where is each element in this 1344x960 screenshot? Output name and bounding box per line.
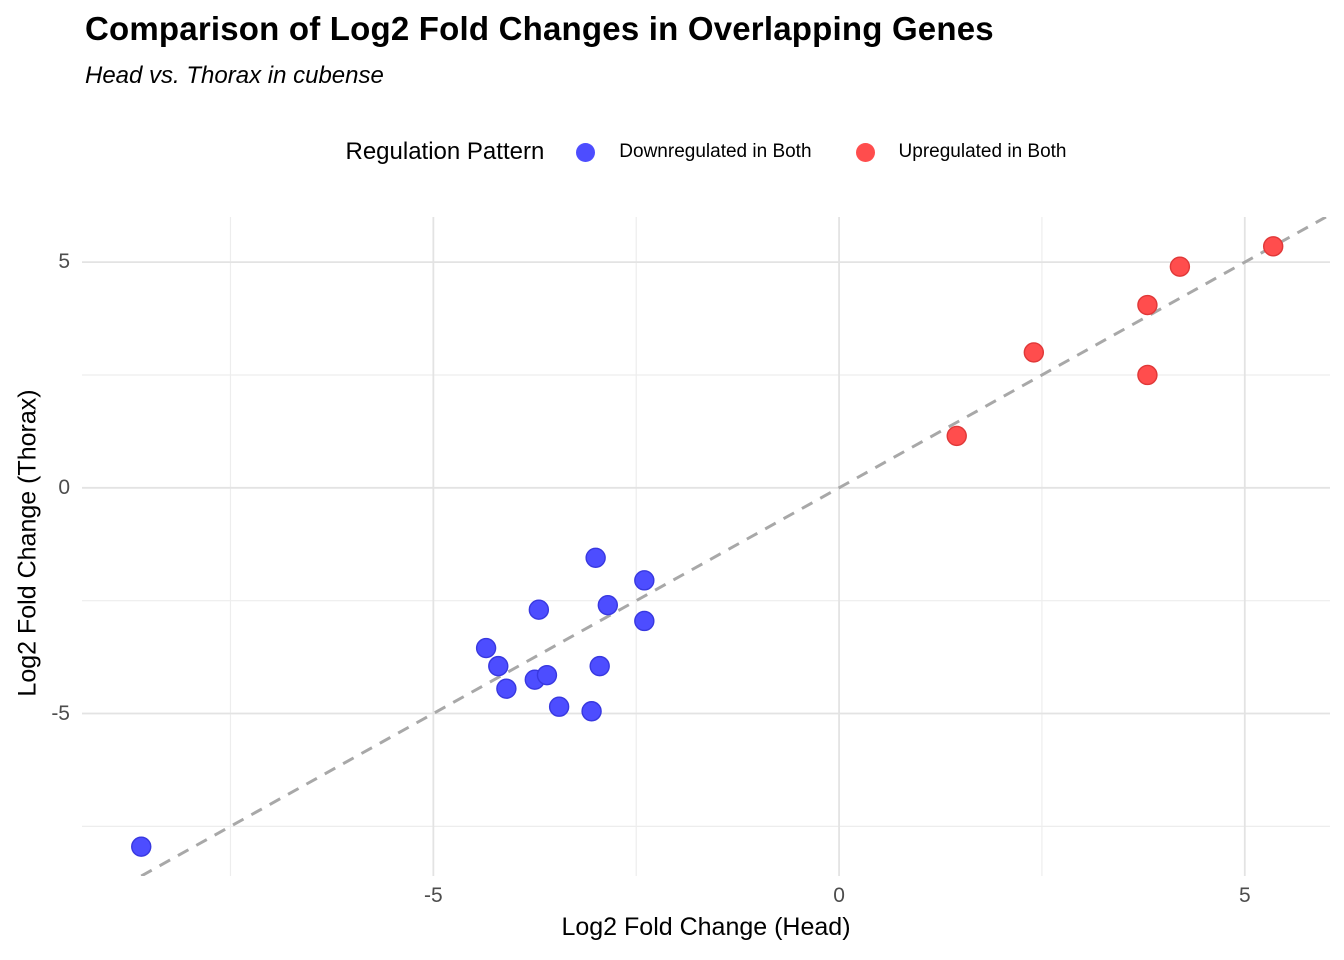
data-point-downregulated xyxy=(475,637,497,659)
data-point-downregulated xyxy=(589,655,610,677)
downregulated-point-icon xyxy=(576,142,596,162)
legend-label-upregulated: Upregulated in Both xyxy=(898,141,1067,162)
legend-title: Regulation Pattern xyxy=(345,138,545,165)
data-point-downregulated xyxy=(548,696,570,717)
data-point-downregulated xyxy=(597,594,619,616)
data-point-upregulated xyxy=(1023,342,1045,363)
data-point-downregulated xyxy=(585,547,606,568)
y-tick-label: 5 xyxy=(58,250,70,274)
data-point-upregulated xyxy=(1262,236,1284,257)
y-axis-title: Log2 Fold Change (Thorax) xyxy=(13,389,42,697)
legend-entry-upregulated: Upregulated in Both xyxy=(855,141,1067,163)
x-axis-title: Log2 Fold Change (Head) xyxy=(561,913,851,941)
x-tick-label: 5 xyxy=(1238,884,1251,907)
identity-reference-line xyxy=(140,217,1327,876)
legend-entry-downregulated: Downregulated in Both xyxy=(576,141,812,163)
chart-title: Comparison of Log2 Fold Changes in Overl… xyxy=(85,10,994,47)
legend: Regulation Pattern Downregulated in Both… xyxy=(82,132,1330,172)
chart-subtitle: Head vs. Thorax in cubense xyxy=(85,62,384,89)
upregulated-point-icon xyxy=(855,142,875,162)
scatter-plot xyxy=(82,217,1330,876)
legend-label-downregulated: Downregulated in Both xyxy=(619,141,812,162)
y-tick-label: 0 xyxy=(58,475,70,499)
data-point-downregulated xyxy=(131,836,152,857)
y-tick-label: -5 xyxy=(51,701,70,725)
x-tick-label: -5 xyxy=(424,884,443,907)
data-point-upregulated xyxy=(1137,294,1158,316)
data-point-downregulated xyxy=(634,570,655,591)
data-point-downregulated xyxy=(581,701,602,722)
data-point-upregulated xyxy=(946,425,967,447)
data-point-downregulated xyxy=(528,599,550,620)
data-point-downregulated xyxy=(536,664,558,686)
data-point-downregulated xyxy=(496,678,517,699)
x-tick-label: 0 xyxy=(833,884,845,907)
data-point-upregulated xyxy=(1169,256,1191,277)
data-point-upregulated xyxy=(1137,364,1158,386)
plot-panel xyxy=(82,217,1330,876)
data-point-downregulated xyxy=(634,610,655,632)
data-point-downregulated xyxy=(488,655,509,677)
